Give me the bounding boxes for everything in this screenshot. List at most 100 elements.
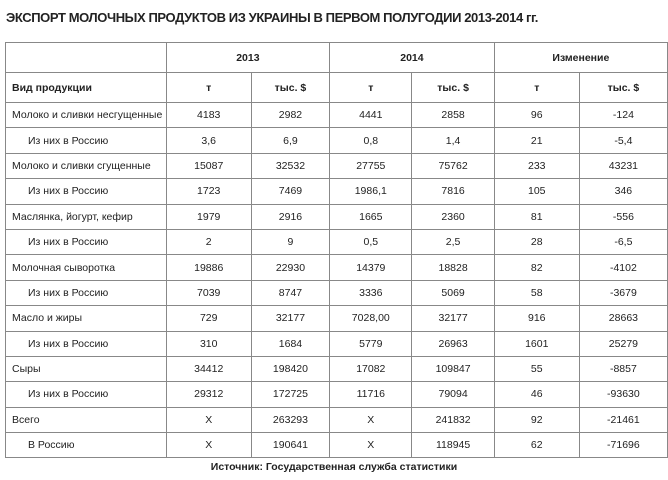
header-cell [5,42,167,73]
cell: 28663 [578,305,668,332]
cell: 28 [493,228,580,256]
cell: 8747 [250,279,331,307]
cell: 3,6 [165,127,252,154]
cell: -4102 [578,254,668,281]
cell: 198420 [250,355,331,383]
cell: 22930 [250,254,331,281]
cell: 58 [493,279,580,307]
cell: 82 [493,254,580,281]
cell: 4441 [329,101,413,129]
cell: 7816 [411,178,495,205]
row-label: Из них в Россию [5,178,167,205]
cell: Х [165,406,252,434]
cell: 21 [493,127,580,154]
cell: 172725 [250,381,331,408]
cell: 34412 [165,355,252,383]
cell: 32177 [411,305,495,332]
cell: 3336 [329,279,413,307]
cell: Х [329,432,413,459]
cell: 2,5 [411,228,495,256]
cell: 46 [493,381,580,408]
cell: 729 [165,305,252,332]
cell: 96 [493,101,580,129]
row-label: Сыры [5,355,167,383]
cell: Х [165,432,252,459]
cell: 190641 [250,432,331,459]
title: ЭКСПОРТ МОЛОЧНЫХ ПРОДУКТОВ ИЗ УКРАИНЫ В … [6,10,538,25]
cell: 0,5 [329,228,413,256]
cell: 2916 [250,203,331,230]
cell: 29312 [165,381,252,408]
column-header: т [165,72,252,103]
cell: -21461 [578,406,668,434]
cell: -5,4 [578,127,668,154]
row-label: Из них в Россию [5,228,167,256]
cell: -8857 [578,355,668,383]
row-label: Молоко и сливки сгущенные [5,152,167,180]
cell: 19886 [165,254,252,281]
row-label: Маслянка, йогурт, кефир [5,203,167,230]
cell: 1684 [250,330,331,357]
cell: -6,5 [578,228,668,256]
cell: 241832 [411,406,495,434]
row-label: Из них в Россию [5,127,167,154]
cell: 2 [165,228,252,256]
cell: 55 [493,355,580,383]
cell: -71696 [578,432,668,459]
cell: 26963 [411,330,495,357]
cell: 1986,1 [329,178,413,205]
cell: 79094 [411,381,495,408]
cell: 346 [578,178,668,205]
cell: 92 [493,406,580,434]
cell: -93630 [578,381,668,408]
cell: 118945 [411,432,495,459]
cell: -3679 [578,279,668,307]
cell: 17082 [329,355,413,383]
cell: 32532 [250,152,331,180]
row-label: Всего [5,406,167,434]
cell: 43231 [578,152,668,180]
data-table: 2013 2014 Изменение Вид продукции т тыс. $ т ты… [5,42,668,459]
column-header: т [329,72,413,103]
column-header: тыс. $ [250,72,331,103]
cell: 5069 [411,279,495,307]
cell: 27755 [329,152,413,180]
cell: 14379 [329,254,413,281]
column-header: тыс. $ [578,72,668,103]
cell: 5779 [329,330,413,357]
cell: 2360 [411,203,495,230]
row-label: Из них в Россию [5,330,167,357]
cell: 1601 [493,330,580,357]
column-header: Вид продукции [5,72,167,103]
cell: 2982 [250,101,331,129]
cell: 310 [165,330,252,357]
cell: 81 [493,203,580,230]
cell: 62 [493,432,580,459]
cell: 15087 [165,152,252,180]
cell: 1665 [329,203,413,230]
row-label: Из них в Россию [5,279,167,307]
group-header: 2013 [165,42,331,73]
row-label: В Россию [5,432,167,459]
source: Источник: Государственная служба статист… [210,461,458,473]
cell: 1,4 [411,127,495,154]
cell: 1723 [165,178,252,205]
cell: 32177 [250,305,331,332]
cell: 233 [493,152,580,180]
row-label: Масло и жиры [5,305,167,332]
cell: -556 [578,203,668,230]
row-label: Из них в Россию [5,381,167,408]
group-header: 2014 [329,42,495,73]
cell: -124 [578,101,668,129]
row-label: Молочная сыворотка [5,254,167,281]
cell: 916 [493,305,580,332]
cell: 75762 [411,152,495,180]
cell: 11716 [329,381,413,408]
column-header: тыс. $ [411,72,495,103]
cell: 0,8 [329,127,413,154]
group-header: Изменение [493,42,668,73]
cell: 7469 [250,178,331,205]
row-label: Молоко и сливки несгущенные [5,101,167,129]
cell: 2858 [411,101,495,129]
